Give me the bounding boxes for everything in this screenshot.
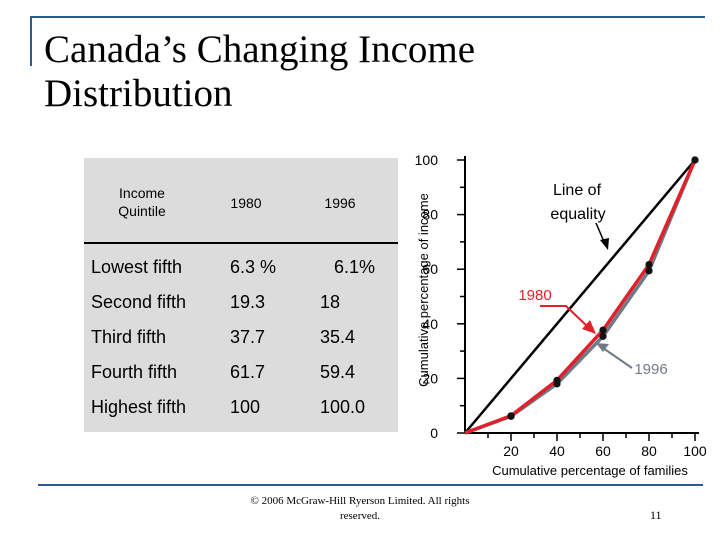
row-1996-value: 6.1% [334, 257, 376, 277]
row-quintile: Lowest fifth [91, 257, 183, 277]
x-axis-label: Cumulative percentage of families [492, 463, 688, 478]
row-1996-value: 59.4 [320, 362, 356, 382]
row-1996-value: 35.4 [320, 327, 356, 347]
data-point-1996 [645, 267, 653, 275]
header-income-quintile: Income Quintile [118, 185, 166, 219]
table-row: Lowest fifth 6.3 % 6.1% [84, 256, 398, 291]
table-row: Highest fifth 100 100.0 [84, 396, 398, 431]
table-row: Fourth fifth 61.7 59.4 [84, 361, 398, 396]
arrow-1980-line [540, 305, 589, 328]
arrow-1996-head [596, 343, 609, 352]
table-row: Third fifth 37.7 35.4 [84, 326, 398, 361]
y-tick-label: 40 [422, 316, 438, 332]
y-tick-label: 0 [430, 425, 438, 441]
series-line-1980 [464, 159, 697, 435]
annotation-1996: 1996 [634, 361, 667, 378]
y-axis-label: Cumulative percentage of income [416, 193, 431, 387]
income-table-header: Income Quintile 1980 1996 [84, 158, 398, 244]
equality-line [464, 159, 696, 434]
x-tick-label: 60 [595, 443, 611, 459]
row-1980-value: 6.3 % [230, 257, 277, 277]
row-1980-value: 100 [230, 397, 261, 417]
y-tick-label: 80 [422, 207, 438, 223]
x-tick-label: 40 [549, 443, 565, 459]
income-table-panel [84, 158, 398, 432]
row-1980-value: 61.7 [230, 362, 266, 382]
top-rule [30, 16, 705, 18]
annotation-1980: 1980 [518, 287, 551, 304]
copyright-notice: © 2006 McGraw-Hill Ryerson Limited. All … [250, 495, 470, 522]
row-1980-value: 19.3 [230, 292, 266, 312]
data-point-1980 [645, 260, 653, 269]
data-point-1996 [691, 156, 699, 164]
table-row: Second fifth 19.3 18 [84, 291, 398, 326]
annotation-equality-line-2: equality [550, 206, 605, 223]
bottom-rule [38, 484, 703, 486]
left-rule [30, 16, 32, 66]
arrow-1980-head [582, 320, 596, 334]
row-1996-value: 18 [320, 292, 341, 312]
x-tick-label: 80 [641, 443, 657, 459]
y-tick-label: 60 [422, 261, 438, 277]
x-tick-label: 20 [503, 443, 519, 459]
y-tick-label: 100 [415, 152, 439, 168]
data-point-1996 [599, 332, 607, 340]
row-quintile: Third fifth [91, 327, 167, 347]
slide-title: Canada’s Changing Income Distribution [44, 28, 476, 115]
y-tick-label: 20 [422, 370, 438, 386]
arrow-1996-line [602, 347, 633, 369]
page-number: 11 [650, 508, 662, 522]
row-1996-value: 100.0 [320, 397, 366, 417]
equality-arrow-head [600, 238, 609, 250]
row-quintile: Highest fifth [91, 397, 187, 417]
row-1980-value: 37.7 [230, 327, 266, 347]
annotation-equality-line-1: Line of [553, 182, 602, 199]
header-1980: 1980 [230, 195, 262, 211]
row-quintile: Second fifth [91, 292, 187, 312]
data-point-1996 [553, 380, 561, 388]
header-1996: 1996 [324, 195, 356, 211]
row-quintile: Fourth fifth [91, 362, 178, 382]
data-point-1980 [599, 326, 607, 334]
data-point-1996 [507, 412, 515, 420]
x-tick-label: 100 [683, 443, 707, 459]
